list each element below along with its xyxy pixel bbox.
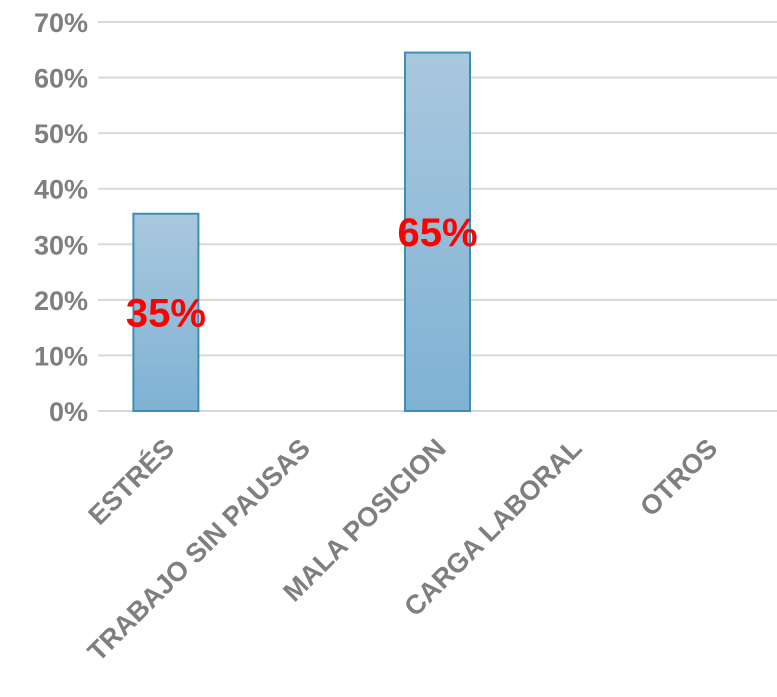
data-label: 35% — [126, 291, 206, 335]
y-tick-label: 60% — [34, 64, 88, 94]
x-category-label: ESTRÉS — [82, 432, 180, 530]
y-tick-label: 70% — [34, 8, 88, 38]
bars — [132, 51, 471, 412]
x-category-label: TRABAJO SIN PAUSAS — [82, 433, 316, 667]
data-label: 65% — [397, 211, 477, 255]
bar — [404, 51, 471, 412]
x-category-label: OTROS — [634, 433, 723, 522]
data-labels: 35% 65% — [126, 211, 478, 336]
bar — [132, 212, 200, 412]
y-axis-ticks: 0% 10% 20% 30% 40% 50% 60% 70% — [34, 8, 88, 427]
y-tick-label: 20% — [34, 286, 88, 316]
y-tick-label: 10% — [34, 341, 88, 371]
y-tick-label: 0% — [49, 397, 88, 427]
y-tick-label: 50% — [34, 119, 88, 149]
y-tick-label: 30% — [34, 230, 88, 260]
y-tick-label: 40% — [34, 175, 88, 205]
